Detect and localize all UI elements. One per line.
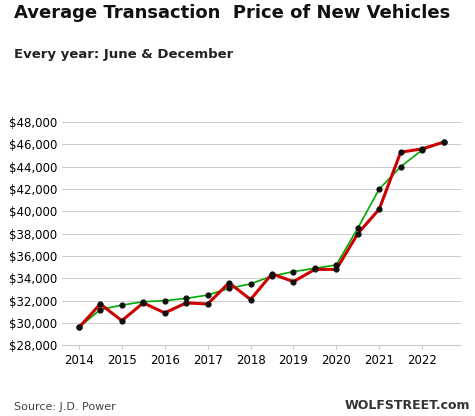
Text: Average Transaction  Price of New Vehicles: Average Transaction Price of New Vehicle… <box>14 4 450 22</box>
Point <box>268 270 276 277</box>
Point <box>96 301 104 307</box>
Point <box>375 186 383 192</box>
Point <box>140 298 147 305</box>
Point <box>311 265 319 272</box>
Point <box>225 285 233 292</box>
Point <box>225 280 233 286</box>
Point <box>397 163 405 170</box>
Point <box>332 266 340 273</box>
Point <box>247 296 254 303</box>
Point <box>397 149 405 156</box>
Text: Source: J.D. Power: Source: J.D. Power <box>14 402 116 412</box>
Point <box>182 295 190 302</box>
Point <box>418 146 426 153</box>
Point <box>311 266 319 273</box>
Point <box>332 262 340 268</box>
Point <box>440 139 447 146</box>
Point <box>118 302 125 308</box>
Point <box>354 225 361 231</box>
Point <box>204 301 211 307</box>
Point <box>96 306 104 313</box>
Point <box>268 273 276 280</box>
Point <box>161 297 169 304</box>
Point <box>290 278 297 285</box>
Point <box>440 139 447 146</box>
Point <box>204 292 211 298</box>
Point <box>75 324 83 331</box>
Point <box>247 280 254 287</box>
Point <box>418 146 426 152</box>
Text: Every year: June & December: Every year: June & December <box>14 48 234 61</box>
Text: WOLFSTREET.com: WOLFSTREET.com <box>345 399 470 412</box>
Point <box>375 206 383 213</box>
Point <box>75 324 83 331</box>
Point <box>354 230 361 237</box>
Point <box>140 300 147 306</box>
Point <box>161 310 169 316</box>
Point <box>182 300 190 306</box>
Point <box>118 317 125 324</box>
Point <box>290 268 297 275</box>
